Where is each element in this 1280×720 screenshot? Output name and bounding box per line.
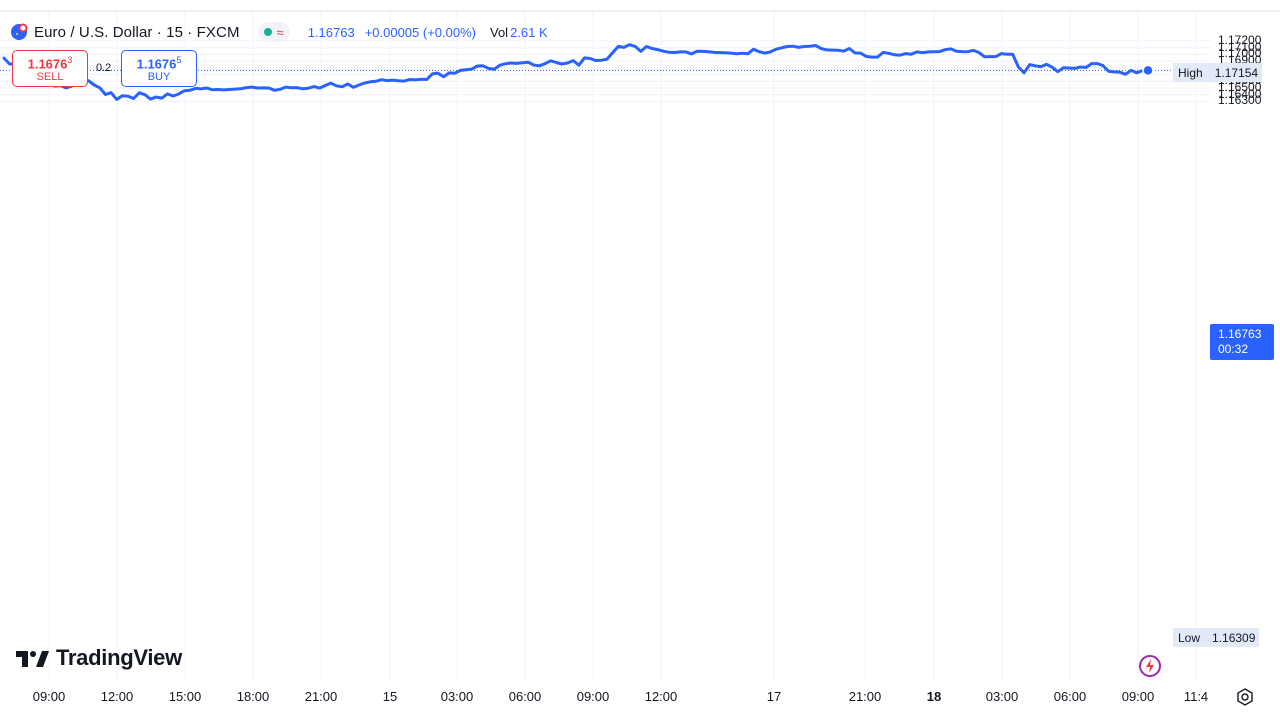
sell-button[interactable]: 1.16763 SELL bbox=[12, 50, 88, 87]
high-value: 1.17154 bbox=[1214, 65, 1259, 80]
time-tick-label: 17 bbox=[766, 689, 782, 704]
time-tick-label: 21:00 bbox=[848, 689, 882, 704]
spread-value: 0.2 bbox=[96, 62, 112, 74]
gear-icon[interactable] bbox=[1236, 688, 1254, 706]
wave-icon: ≈ bbox=[276, 24, 284, 40]
current-price-value: 1.16763 bbox=[1218, 327, 1262, 341]
buy-price: 1.1676 bbox=[136, 56, 177, 72]
time-tick-label: 11:4 bbox=[1183, 689, 1209, 704]
time-tick-label: 12:00 bbox=[100, 689, 134, 704]
low-tag: Low 1.16309 bbox=[1173, 628, 1260, 647]
high-tag: High 1.17154 bbox=[1173, 63, 1263, 82]
time-tick-label: 21:00 bbox=[304, 689, 338, 704]
volume-label: Vol bbox=[490, 24, 509, 40]
price-tick-label: 1.16400 bbox=[1218, 86, 1262, 101]
tradingview-logo-text: TradingView bbox=[56, 645, 182, 670]
current-price-tag: 1.16763 00:32 bbox=[1210, 324, 1274, 360]
buy-price-sup: 5 bbox=[176, 54, 182, 65]
time-tick-label: 03:00 bbox=[440, 689, 474, 704]
time-tick-label: 12:00 bbox=[644, 689, 678, 704]
time-tick-label: 09:00 bbox=[1121, 689, 1155, 704]
legend-price: 1.16763 bbox=[307, 24, 355, 40]
buy-button[interactable]: 1.16765 BUY bbox=[121, 50, 197, 87]
tradingview-logo[interactable]: TradingView bbox=[14, 645, 182, 671]
bar-countdown: 00:32 bbox=[1218, 342, 1249, 356]
price-tick-label: 1.17200 bbox=[1218, 33, 1262, 47]
sell-price: 1.1676 bbox=[27, 56, 68, 72]
symbol-title[interactable]: Euro / U.S. Dollar · 15 · FXCM bbox=[34, 23, 240, 41]
time-tick-label: 09:00 bbox=[32, 689, 66, 704]
market-open-dot-icon bbox=[263, 28, 272, 36]
volume-value: 2.61 K bbox=[510, 24, 548, 40]
time-tick-label: 09:00 bbox=[576, 689, 610, 704]
grid bbox=[0, 12, 1210, 680]
market-status-pill[interactable]: ≈ bbox=[257, 22, 290, 42]
low-label: Low bbox=[1178, 630, 1201, 645]
time-tick-label: 18 bbox=[926, 689, 942, 704]
time-tick-label: 18:00 bbox=[236, 689, 270, 704]
sell-label: SELL bbox=[36, 71, 64, 84]
tradingview-logo-icon bbox=[16, 651, 49, 667]
buy-label: BUY bbox=[147, 71, 171, 84]
price-series-line bbox=[2, 43, 1150, 101]
legend-header: Euro / U.S. Dollar · 15 · FXCM ≈ 1.16763… bbox=[10, 18, 548, 46]
sell-price-sup: 3 bbox=[67, 54, 73, 65]
price-tick-label: 1.16300 bbox=[1218, 93, 1262, 108]
time-tick-label: 03:00 bbox=[985, 689, 1019, 704]
price-tick-label: 1.16500 bbox=[1218, 79, 1262, 94]
time-tick-label: 15:00 bbox=[168, 689, 202, 704]
price-tick-label: 1.17000 bbox=[1218, 46, 1262, 61]
last-price-dot bbox=[1142, 64, 1154, 77]
lightning-icon[interactable] bbox=[1138, 654, 1162, 678]
legend-change: +0.00005 (+0.00%) bbox=[364, 24, 476, 40]
time-tick-label: 06:00 bbox=[508, 689, 542, 704]
high-label: High bbox=[1178, 65, 1203, 80]
eurusd-flag-icon bbox=[11, 23, 28, 40]
price-tick-label: 1.17100 bbox=[1218, 39, 1262, 54]
time-tick-label: 15 bbox=[382, 689, 398, 704]
low-value: 1.16309 bbox=[1212, 630, 1256, 645]
time-tick-label: 06:00 bbox=[1053, 689, 1087, 704]
